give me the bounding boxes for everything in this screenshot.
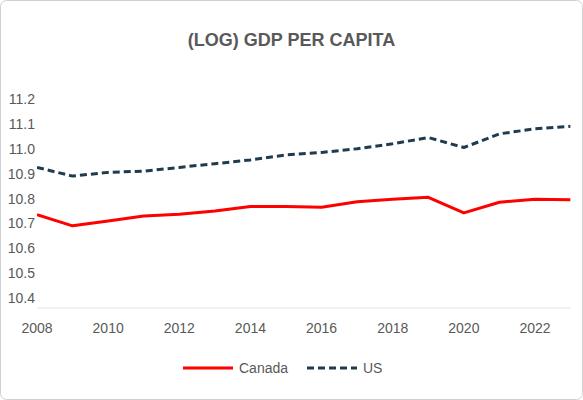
x-tick-label: 2018: [377, 320, 408, 336]
x-tick-label: 2014: [235, 320, 266, 336]
series-line: [37, 197, 571, 226]
series-group: [37, 126, 571, 226]
y-tick-label: 10.4: [8, 290, 35, 306]
x-tick-label: 2020: [448, 320, 479, 336]
x-tick-label: 2008: [21, 320, 52, 336]
x-axis-line: [37, 308, 571, 309]
y-tick-label: 10.7: [8, 215, 35, 231]
y-tick-label: 11.0: [9, 141, 35, 157]
y-tick-label: 11.2: [9, 91, 35, 107]
y-tick-label: 10.5: [8, 265, 35, 281]
x-tick-label: 2016: [306, 320, 337, 336]
x-tick-label: 2010: [93, 320, 124, 336]
legend-swatch: [307, 367, 357, 370]
y-tick-label: 10.8: [8, 191, 35, 207]
legend-label: US: [363, 360, 382, 376]
x-tick-label: 2022: [519, 320, 550, 336]
x-tick-label: 2012: [164, 320, 195, 336]
legend-swatch: [183, 367, 233, 370]
series-line: [37, 126, 571, 176]
y-tick-label: 10.9: [8, 166, 35, 182]
chart-title: (LOG) GDP PER CAPITA: [188, 30, 395, 50]
legend: Canada US: [183, 360, 382, 376]
y-tick-label: 11.1: [9, 116, 35, 132]
chart-container: (LOG) GDP PER CAPITA 10.4 10.5 10.6 10.7 10.8…: [0, 0, 583, 400]
chart-frame: [1, 1, 583, 400]
y-tick-label: 10.6: [8, 240, 35, 256]
legend-label: Canada: [239, 360, 288, 376]
chart-svg: (LOG) GDP PER CAPITA 10.4 10.5 10.6 10.7 10.8…: [0, 0, 583, 400]
